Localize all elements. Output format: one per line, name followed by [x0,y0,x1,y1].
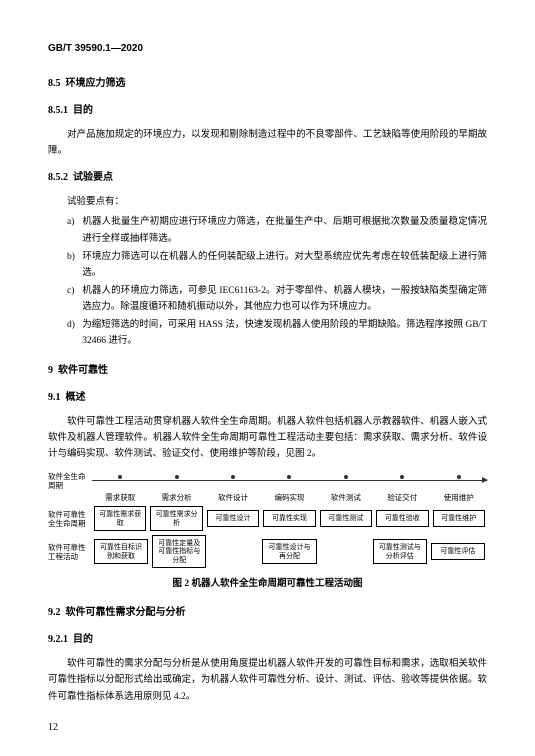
doc-id: GB/T 39590.1—2020 [48,40,487,57]
para-9-1: 软件可靠性工程活动贯穿机器人软件全生命周期。机器人软件包括机器人示教器软件、机器… [48,414,487,462]
box: 可靠性测试与分析评估 [373,539,427,564]
heading-9-2-1: 9.2.1 目的 [48,631,487,648]
list-item: c)机器人的环境应力筛选，可参见 IEC61163-2。对于零部件、机器人模块，… [48,283,487,315]
heading-9: 9 软件可靠性 [48,362,487,379]
flowchart: 软件全生命周期 需求获取 需求分析 软件设计 编码实现 软件测试 验证交付 使用… [48,472,487,568]
row-label: 软件全生命周期 [48,472,92,490]
box: 可靠性维护 [433,510,485,526]
box: 可靠性定量及可靠性指标与分配 [152,535,206,568]
box: 可靠性需求分析 [150,506,202,531]
figure-2: 软件全生命周期 需求获取 需求分析 软件设计 编码实现 软件测试 验证交付 使用… [48,472,487,592]
phase-label: 需求获取 [92,494,148,502]
phase-label: 编码实现 [261,494,317,502]
heading-8-5-1: 8.5.1 目的 [48,102,487,119]
box: 可靠性评估 [431,543,485,559]
phase-label: 验证交付 [374,494,430,502]
list-item: b)环境应力筛选可以在机器人的任何装配级上进行。对大型系统应优先考虑在较低装配级… [48,249,487,281]
heading-9-2: 9.2 软件可靠性需求分配与分析 [48,604,487,621]
box: 可靠性需求获取 [94,506,146,531]
row-label: 软件可靠性工程活动 [48,543,92,561]
box: 可靠性测试 [320,510,372,526]
para-9-2-1: 软件可靠性的需求分配与分析是从使用角度提出机器人软件开发的可靠性目标和需求，选取… [48,656,487,704]
phase-label: 使用维护 [431,494,487,502]
phase-label: 软件设计 [205,494,261,502]
box: 可靠性设计 [207,510,259,526]
list-intro: 试验要点有： [48,194,487,210]
row-label: 软件可靠性全生命周期 [48,510,92,528]
heading-8-5: 8.5 环境应力筛选 [48,75,487,92]
box: 可靠性验收 [376,510,428,526]
list-8-5-2: a)机器人批量生产初期应进行环境应力筛选，在批量生产中、后期可根据批次数量及质量… [48,214,487,349]
box: 可靠性目标识别和获取 [94,539,148,564]
box: 可靠性实现 [263,510,315,526]
figure-caption: 图 2 机器人软件全生命周期可靠性工程活动图 [48,576,487,592]
heading-8-5-2: 8.5.2 试验要点 [48,169,487,186]
para-8-5-1: 对产品施加规定的环境应力，以发现和剔除制造过程中的不良零部件、工艺缺陷等使用阶段… [48,127,487,159]
heading-9-1: 9.1 概述 [48,389,487,406]
box: 可靠性设计与再分配 [262,539,316,564]
page-number: 12 [48,719,58,736]
phase-label: 需求分析 [148,494,204,502]
list-item: a)机器人批量生产初期应进行环境应力筛选，在批量生产中、后期可根据批次数量及质量… [48,214,487,246]
list-item: d)为缩短筛选的时间，可采用 HASS 法，快速发现机器人使用阶段的早期缺陷。筛… [48,317,487,349]
phase-label: 软件测试 [318,494,374,502]
arrow-line [92,480,487,481]
